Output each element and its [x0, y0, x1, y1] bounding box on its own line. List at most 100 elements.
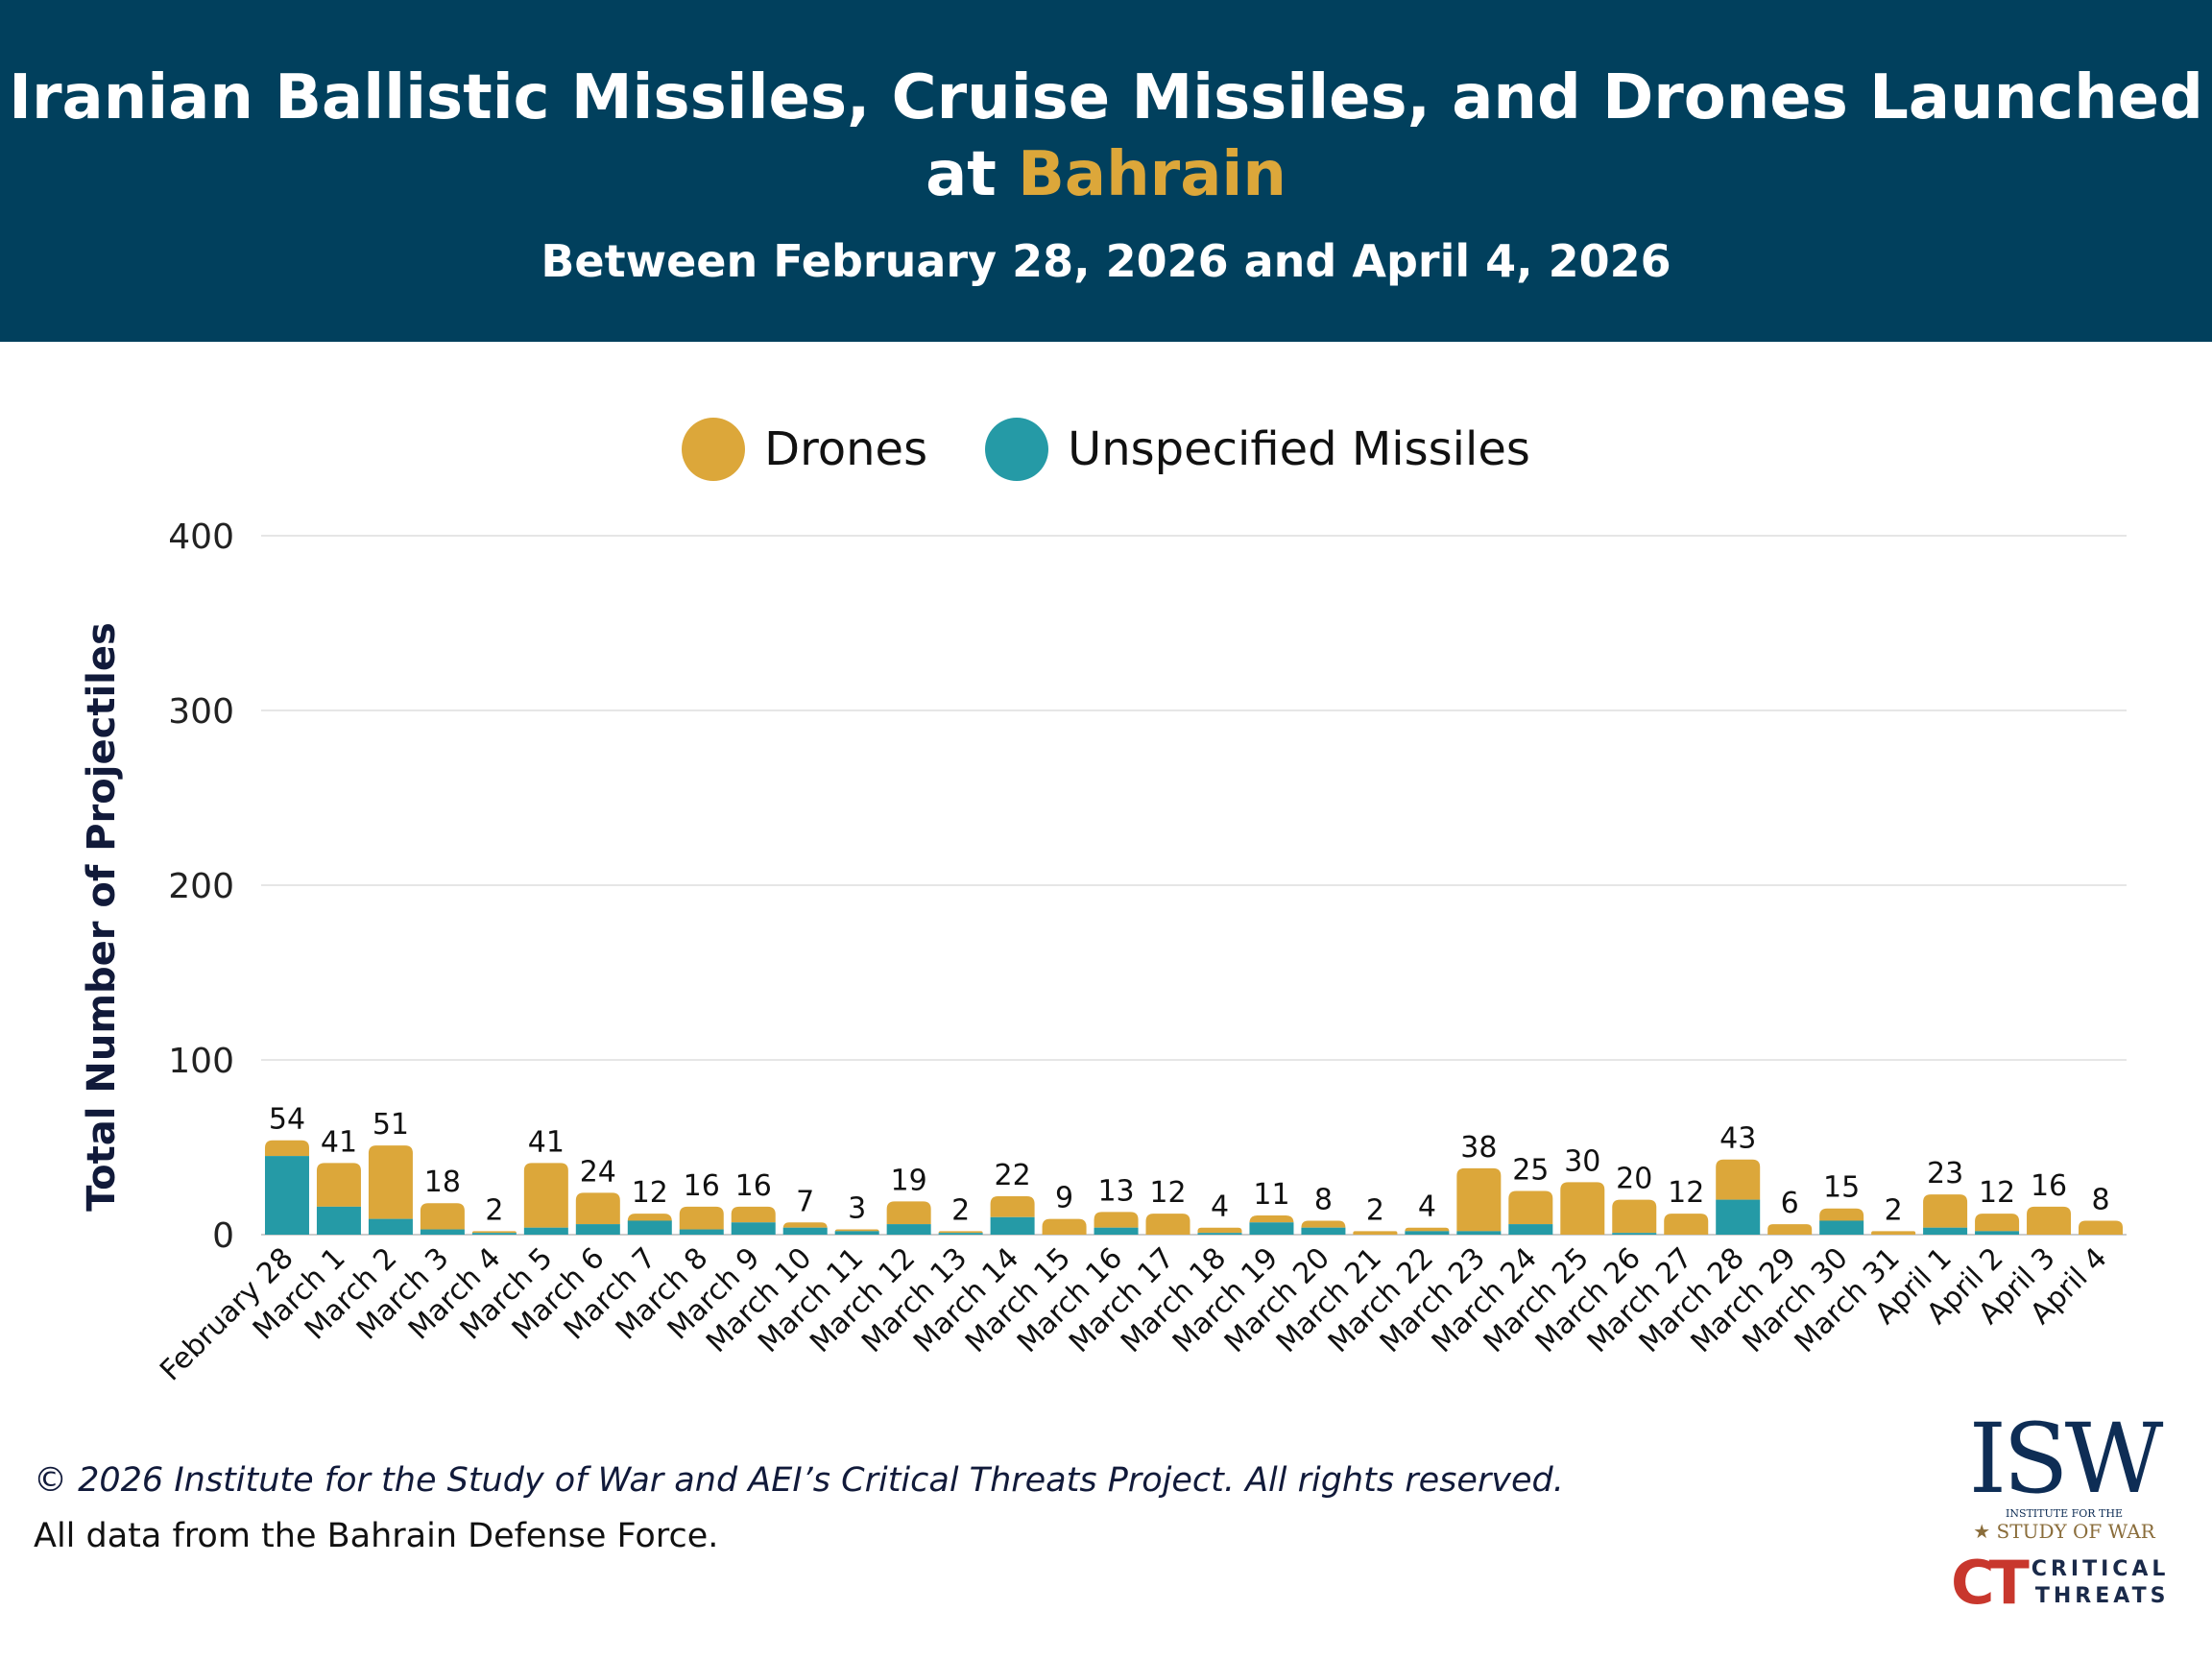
bar-missiles: [679, 1229, 724, 1235]
isw-logo-text: ISW: [1968, 1403, 2164, 1515]
bar-drones: [1042, 1218, 1087, 1235]
bar-drones: [523, 1163, 568, 1228]
bar-missiles: [264, 1156, 309, 1235]
data-label: 9: [1055, 1182, 1073, 1215]
legend-swatch-missiles: [985, 418, 1049, 481]
bar-missiles: [1249, 1222, 1294, 1235]
bar-drones: [1405, 1227, 1450, 1232]
bar-missiles: [834, 1231, 879, 1235]
data-label: 22: [995, 1159, 1031, 1192]
legend-item-drones: Drones: [682, 418, 927, 481]
bar-missiles: [575, 1224, 620, 1235]
bar-drones: [1664, 1214, 1709, 1235]
data-label: 30: [1564, 1144, 1600, 1178]
data-label: 38: [1460, 1131, 1497, 1165]
bar-missiles: [1301, 1227, 1346, 1235]
legend-label-missiles: Unspecified Missiles: [1068, 422, 1530, 476]
bar-missiles: [782, 1227, 828, 1235]
bar-missiles: [990, 1216, 1035, 1235]
title-line2-prefix: at: [926, 139, 1019, 210]
bar-drones: [1923, 1194, 1968, 1228]
data-label: 12: [1979, 1176, 2015, 1210]
data-label: 13: [1097, 1174, 1134, 1208]
y-tick-label: 100: [168, 1042, 234, 1081]
bar-drones: [1767, 1224, 1813, 1235]
bar-missiles: [523, 1227, 568, 1235]
legend-swatch-drones: [682, 418, 746, 481]
data-label: 12: [1668, 1176, 1704, 1210]
bar-missiles: [886, 1224, 931, 1235]
bar-missiles: [316, 1206, 361, 1235]
bar-drones: [2079, 1220, 2124, 1235]
bar-drones: [1145, 1214, 1190, 1235]
y-tick-label: 300: [168, 692, 234, 732]
bar-drones: [731, 1206, 776, 1223]
bar-drones: [1612, 1199, 1657, 1234]
data-label: 41: [321, 1125, 357, 1159]
bar-drones: [1871, 1231, 1916, 1235]
bar-drones: [1716, 1159, 1761, 1200]
bar-missiles: [1094, 1227, 1139, 1235]
isw-logo: ISW INSTITUTE FOR THE ★ STUDY OF WAR: [1954, 1403, 2175, 1544]
bar-drones: [679, 1206, 724, 1230]
source-text: All data from the Bahrain Defense Force.: [34, 1517, 719, 1555]
data-label: 12: [1149, 1176, 1186, 1210]
bar-missiles: [1819, 1220, 1864, 1235]
bar-missiles: [1923, 1227, 1968, 1235]
ct-line1: CRITICAL: [2031, 1556, 2170, 1581]
isw-logo-sub1: INSTITUTE FOR THE: [2005, 1507, 2124, 1520]
bar-drones: [1301, 1220, 1346, 1228]
legend: Drones Unspecified Missiles: [0, 418, 2212, 481]
bar-drones: [1560, 1182, 1605, 1235]
y-tick-label: 400: [168, 517, 234, 557]
copyright-text: © 2026 Institute for the Study of War an…: [34, 1461, 1564, 1500]
data-label: 7: [796, 1185, 814, 1218]
y-tick-label: 200: [168, 867, 234, 906]
data-label: 20: [1616, 1163, 1652, 1196]
data-label: 15: [1823, 1171, 1860, 1205]
data-label: 8: [1314, 1183, 1333, 1216]
bar-missiles: [731, 1222, 776, 1235]
data-label: 4: [1211, 1190, 1229, 1224]
y-tick-label: 0: [212, 1216, 234, 1256]
bar-drones: [420, 1203, 465, 1230]
data-label: 51: [373, 1108, 409, 1142]
bar-drones: [1508, 1190, 1553, 1225]
bar-drones: [1197, 1227, 1242, 1234]
data-label: 54: [269, 1103, 305, 1137]
chart-title: Iranian Ballistic Missiles, Cruise Missi…: [0, 60, 2212, 213]
bar-drones: [471, 1231, 517, 1234]
bar-drones: [627, 1214, 672, 1222]
bar-missiles: [1716, 1199, 1761, 1235]
data-label: 25: [1512, 1154, 1549, 1188]
bar-drones: [990, 1195, 1035, 1217]
bar-missiles: [471, 1233, 517, 1235]
title-line1: Iranian Ballistic Missiles, Cruise Missi…: [9, 62, 2203, 133]
bar-drones: [575, 1192, 620, 1225]
bar-drones: [1819, 1208, 1864, 1221]
ct-logo-text: CRITICAL THREATS: [2032, 1556, 2170, 1610]
data-label: 43: [1719, 1122, 1756, 1156]
data-label: 2: [1885, 1193, 1903, 1227]
bar-missiles: [938, 1233, 983, 1235]
data-label: 3: [848, 1192, 866, 1226]
legend-item-missiles: Unspecified Missiles: [985, 418, 1530, 481]
y-axis-label: Total Number of Projectiles: [80, 622, 124, 1212]
bar-drones: [264, 1140, 309, 1157]
bar-missiles: [1405, 1231, 1450, 1235]
bar-missiles: [1456, 1231, 1502, 1235]
data-label: 11: [1253, 1178, 1289, 1212]
data-label: 2: [1366, 1193, 1384, 1227]
bar-drones: [1353, 1231, 1398, 1235]
bar-missiles: [1612, 1233, 1657, 1235]
bar-drones: [1094, 1212, 1139, 1228]
chart-subtitle: Between February 28, 2026 and April 4, 2…: [541, 235, 1671, 287]
bar-drones: [1975, 1214, 2020, 1232]
data-label: 16: [735, 1169, 772, 1203]
data-label: 4: [1418, 1190, 1436, 1224]
data-label: 16: [684, 1169, 720, 1203]
legend-label-drones: Drones: [764, 422, 928, 476]
bar-missiles: [420, 1229, 465, 1235]
data-label: 12: [632, 1176, 668, 1210]
